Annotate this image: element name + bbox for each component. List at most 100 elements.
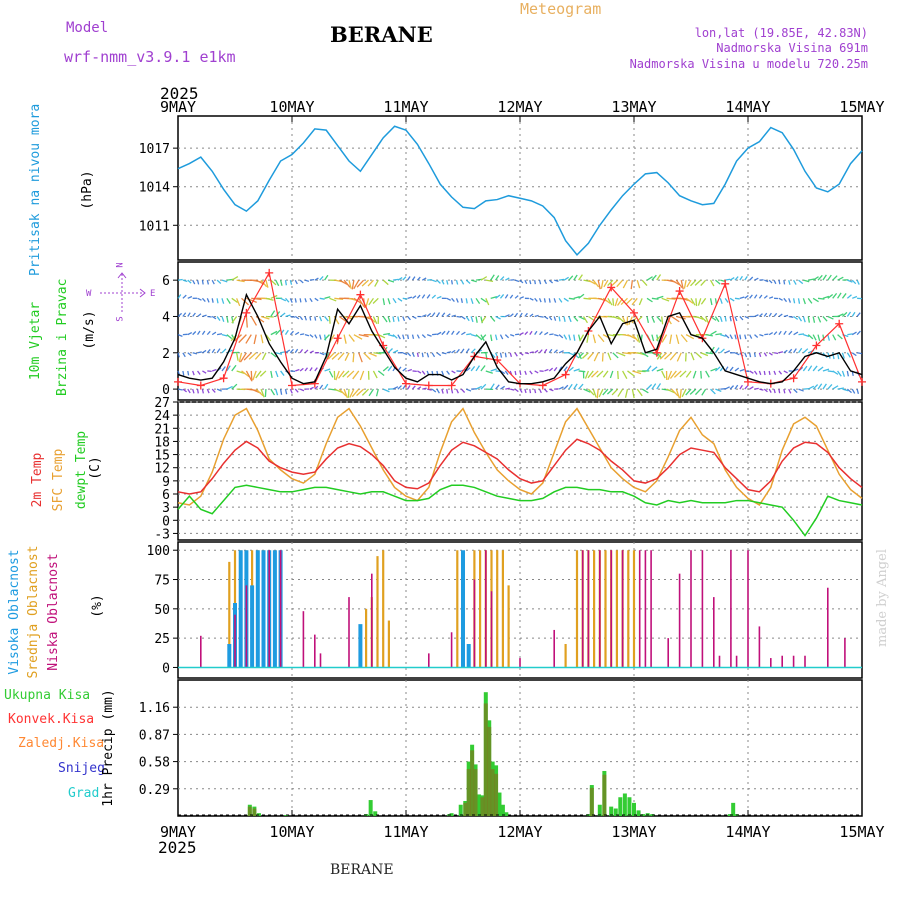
wind-arrow: [661, 297, 670, 302]
wind-arrow: [758, 313, 763, 317]
wind-arrow: [514, 312, 519, 317]
precip-conv-bar: [473, 769, 478, 816]
wind-arrow: [700, 279, 707, 287]
wind-arrow: [265, 279, 269, 288]
wind-arrow: [832, 292, 838, 299]
wind-arrow: [602, 297, 611, 304]
wind-arrow: [206, 279, 210, 285]
wind-arrow: [651, 316, 656, 323]
wind-arrow: [221, 334, 228, 337]
xtick-label-bottom: 12MAY: [497, 823, 542, 841]
precip-total-bar: [458, 804, 463, 816]
wind-arrow: [416, 334, 420, 339]
wind-arrow: [201, 388, 204, 394]
wind-arrow: [309, 334, 314, 338]
wind-arrow: [392, 386, 399, 390]
wind-arrow: [710, 330, 717, 336]
wind-arrow: [260, 388, 265, 398]
wind-arrow: [372, 370, 378, 379]
wind-arrow: [294, 331, 300, 336]
wind-arrow: [553, 316, 557, 321]
wind-arrow: [177, 294, 182, 299]
ytick-label-temp: 27: [154, 396, 170, 411]
ytick-label-wind: 0: [162, 383, 170, 398]
wind-arrow: [421, 277, 427, 281]
wind-arrow: [470, 334, 477, 337]
wind-arrow: [427, 278, 432, 281]
wind-arrow: [284, 297, 290, 303]
ytick-label-pressure: 1011: [139, 219, 170, 234]
wind-arrow: [773, 370, 777, 375]
wind-arrow: [422, 387, 427, 390]
wind-arrow: [475, 365, 481, 372]
wind-gust-marker: [789, 374, 798, 383]
wind-arrow: [802, 348, 809, 354]
wind-arrow: [201, 297, 206, 302]
wind-arrow: [304, 298, 307, 303]
wind-gust-marker: [675, 287, 684, 296]
wind-arrow: [402, 384, 406, 390]
wind-arrow: [197, 313, 202, 317]
wind-arrow: [764, 333, 769, 336]
wind-arrow: [245, 334, 252, 344]
wind-arrow: [764, 279, 769, 283]
wind-arrow: [778, 313, 783, 318]
wind-arrow: [631, 388, 635, 399]
wind-arrow: [499, 334, 504, 340]
wind-arrow: [715, 333, 722, 336]
wind-arrow: [641, 279, 648, 286]
precip-conv-bar: [466, 769, 471, 816]
wind-arrow: [421, 294, 426, 299]
wind-arrow: [857, 352, 863, 355]
wind-arrow: [441, 312, 446, 317]
wind-arrow: [480, 297, 487, 303]
wind-arrow: [324, 368, 331, 372]
wind-arrow: [832, 352, 835, 360]
wind-arrow: [236, 279, 245, 283]
wind-arrow: [280, 297, 287, 302]
wind-arrow: [221, 316, 225, 322]
wind-arrow: [519, 352, 524, 356]
wind-arrow: [636, 334, 641, 343]
wind-arrow: [543, 348, 548, 354]
wind-arrow: [622, 352, 632, 355]
wind-arrow: [591, 370, 599, 378]
wind-arrow: [412, 295, 417, 299]
wind-arrow: [182, 388, 187, 393]
wind-arrow: [490, 383, 495, 390]
wind-arrow: [289, 279, 293, 285]
wind-arrow: [460, 298, 463, 304]
wind-arrow: [216, 333, 223, 336]
wind-arrow: [378, 334, 386, 339]
wind-arrow: [436, 331, 442, 336]
wind-arrow: [231, 316, 238, 324]
wind-arrow: [689, 388, 697, 395]
wind-arrow: [817, 274, 823, 281]
xtick-label-bottom: 11MAY: [383, 823, 428, 841]
ytick-label-temp: 21: [154, 422, 170, 437]
wind-arrow: [436, 279, 441, 284]
wind-arrow: [607, 297, 613, 306]
wind-arrow: [504, 294, 509, 299]
xtick-label-bottom: 15MAY: [839, 823, 884, 841]
wind-arrow: [407, 352, 412, 357]
wind-arrow: [622, 370, 628, 379]
wind-arrow: [744, 315, 750, 320]
wind-arrow: [455, 279, 459, 285]
wind-arrow: [299, 298, 302, 303]
wind-arrow: [334, 388, 343, 394]
wind-arrow: [768, 296, 774, 299]
wind-arrow: [705, 316, 710, 324]
wind-arrow: [543, 298, 546, 303]
wind-arrow: [753, 370, 758, 375]
wind-arrow: [856, 388, 860, 394]
wind-arrow: [187, 331, 193, 336]
wind-arrow: [676, 352, 682, 362]
lonlat-label: lon,lat (19.85E, 42.83N): [694, 26, 868, 40]
wind-arrow: [252, 370, 257, 381]
wind-arrow: [773, 312, 778, 317]
wind-arrow: [451, 370, 456, 374]
wind-arrow: [475, 334, 482, 340]
wind-arrow: [812, 297, 819, 303]
wind-arrow: [226, 297, 231, 304]
